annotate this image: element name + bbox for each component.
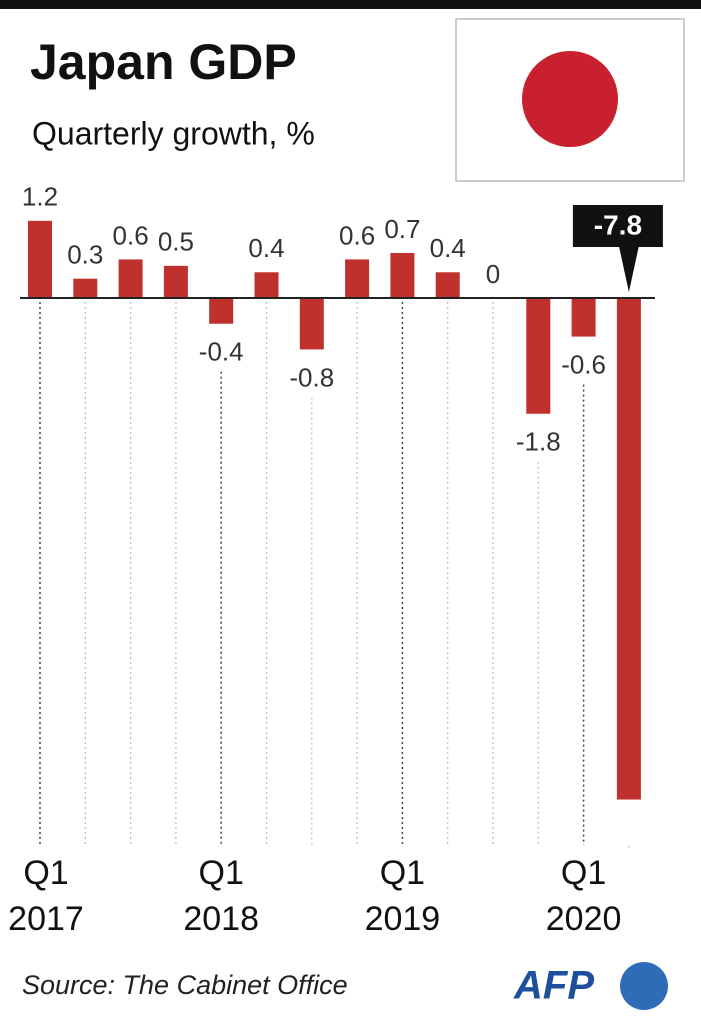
logo-circle bbox=[620, 962, 668, 1010]
bar bbox=[118, 259, 143, 298]
value-label: 1.2 bbox=[22, 182, 58, 212]
bar bbox=[345, 259, 370, 298]
x-tick-label: Q1 2017 bbox=[8, 854, 84, 938]
value-label: -0.4 bbox=[199, 337, 244, 367]
bar bbox=[435, 272, 460, 298]
source: Source: The Cabinet Office bbox=[22, 970, 348, 1000]
value-label: 0.6 bbox=[113, 220, 149, 250]
bar bbox=[73, 278, 98, 298]
bar bbox=[571, 298, 596, 337]
flag-sun bbox=[522, 51, 618, 147]
bar bbox=[616, 298, 641, 800]
callout-box bbox=[572, 205, 663, 247]
bar bbox=[254, 272, 279, 298]
x-tick-label: Q1 2020 bbox=[545, 854, 622, 938]
value-label: 0.6 bbox=[339, 220, 375, 250]
value-label: 0.7 bbox=[384, 214, 420, 244]
bar bbox=[28, 220, 52, 298]
chart-title: Japan GDP bbox=[30, 34, 297, 90]
value-label: 0.5 bbox=[158, 227, 194, 257]
value-label: -0.8 bbox=[289, 362, 334, 392]
value-label: -1.8 bbox=[516, 427, 561, 457]
callout-pointer bbox=[618, 246, 639, 292]
logo: AFP bbox=[513, 964, 594, 1008]
value-label: 0.3 bbox=[67, 240, 103, 270]
bar bbox=[299, 298, 324, 350]
callout: -7.8 bbox=[572, 205, 663, 292]
bar bbox=[209, 298, 234, 324]
value-label: 0.4 bbox=[248, 233, 284, 263]
value-label: 0.4 bbox=[430, 233, 466, 263]
bar bbox=[163, 265, 188, 298]
x-tick-label: Q1 2019 bbox=[364, 854, 441, 938]
chart-subtitle: Quarterly growth, % bbox=[32, 115, 315, 151]
value-label: -7.8 bbox=[594, 209, 642, 240]
value-label: 0 bbox=[486, 259, 500, 289]
top-bar bbox=[0, 0, 701, 9]
bar bbox=[390, 252, 415, 298]
bar bbox=[526, 298, 551, 414]
value-label: -0.6 bbox=[561, 349, 606, 379]
x-tick-label: Q1 2018 bbox=[183, 854, 259, 938]
flag bbox=[455, 18, 685, 182]
